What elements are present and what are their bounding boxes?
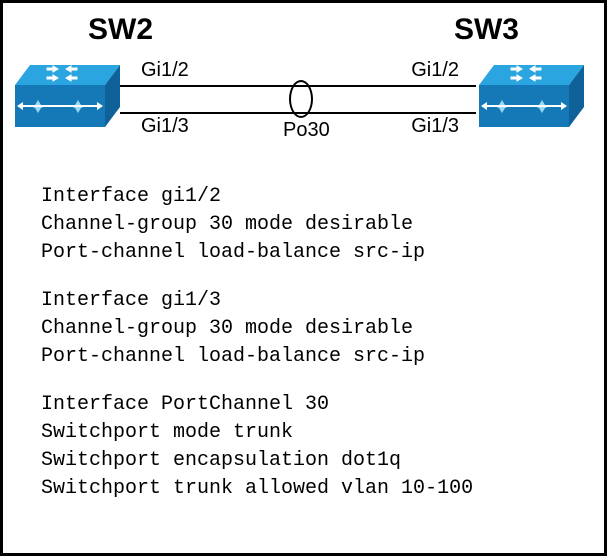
config-line: Port-channel load-balance src-ip (41, 239, 473, 267)
port-gi12-right: Gi1/2 (411, 59, 459, 82)
switch-sw3-icon (479, 65, 584, 127)
sw2-label: SW2 (88, 13, 153, 47)
config-block-po30: Interface PortChannel 30 Switchport mode… (41, 391, 473, 503)
switch-sw2-icon (15, 65, 120, 127)
config-line: Interface PortChannel 30 (41, 391, 473, 419)
config-text-area: Interface gi1/2 Channel-group 30 mode de… (41, 183, 473, 503)
config-line: Switchport mode trunk (41, 419, 473, 447)
port-gi12-left: Gi1/2 (141, 59, 189, 82)
config-line: Channel-group 30 mode desirable (41, 315, 473, 343)
config-line: Switchport encapsulation dot1q (41, 447, 473, 475)
config-line: Switchport trunk allowed vlan 10-100 (41, 475, 473, 503)
config-line: Port-channel load-balance src-ip (41, 343, 473, 371)
config-block-gi13: Interface gi1/3 Channel-group 30 mode de… (41, 287, 473, 371)
network-diagram: SW2 SW3 (3, 3, 604, 178)
config-block-gi12: Interface gi1/2 Channel-group 30 mode de… (41, 183, 473, 267)
sw3-label: SW3 (454, 13, 519, 47)
config-line: Interface gi1/3 (41, 287, 473, 315)
port-gi13-left: Gi1/3 (141, 115, 189, 138)
config-line: Interface gi1/2 (41, 183, 473, 211)
portchannel-label: Po30 (283, 119, 330, 142)
portchannel-oval-icon (289, 80, 313, 118)
port-gi13-right: Gi1/3 (411, 115, 459, 138)
config-line: Channel-group 30 mode desirable (41, 211, 473, 239)
